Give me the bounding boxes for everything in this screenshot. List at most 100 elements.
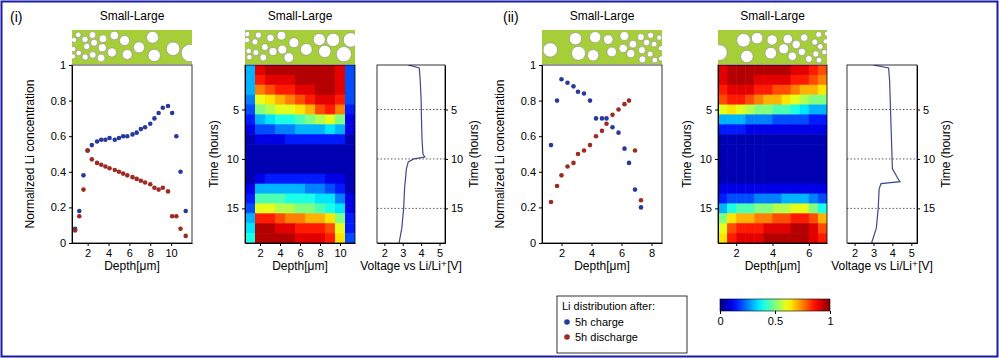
text: Voltage vs Li/Li⁺[V]: [831, 259, 933, 273]
particle: [89, 32, 96, 39]
cell: [763, 134, 773, 144]
tick-label: 5: [451, 104, 457, 116]
cell: [245, 114, 256, 124]
cell: [245, 164, 256, 174]
point: [559, 77, 564, 82]
cell: [791, 154, 801, 164]
tick: 0.8: [51, 95, 72, 107]
tick-label: 0.2: [521, 201, 536, 213]
cell: [818, 114, 827, 124]
tick-label: 5: [923, 104, 929, 116]
cell: [295, 95, 306, 105]
cell: [245, 85, 256, 95]
axis-line: [73, 243, 193, 244]
point: [576, 89, 581, 94]
cell: [782, 203, 792, 213]
cell: [791, 213, 801, 223]
tick-mark: [150, 243, 151, 246]
cell: [800, 105, 810, 115]
point: [139, 178, 144, 183]
cell: [773, 194, 783, 204]
cell: [265, 223, 276, 233]
cell: [245, 174, 256, 184]
cell: [809, 114, 819, 124]
cell: [305, 65, 316, 75]
cell: [791, 223, 801, 233]
cell: [285, 194, 296, 204]
point: [73, 228, 78, 233]
point: [152, 186, 157, 191]
cell: [285, 114, 296, 124]
tick-label: 4: [770, 247, 776, 259]
cell: [315, 85, 326, 95]
cell: [818, 164, 827, 174]
cell: [245, 124, 256, 134]
cell: [255, 174, 266, 184]
cell: [265, 95, 276, 105]
tick-mark: [69, 207, 72, 208]
cell: [275, 144, 286, 154]
tick: 0.2: [521, 201, 542, 213]
tick-mark: [539, 65, 542, 66]
cell: [245, 203, 256, 213]
cell: [325, 124, 336, 134]
tick-label: 2: [382, 247, 388, 259]
particle: [658, 46, 662, 51]
cell: [773, 203, 783, 213]
cell: [782, 95, 792, 105]
particle: [267, 34, 274, 41]
cell: [782, 233, 792, 243]
tick-mark: [917, 208, 920, 209]
particle: [336, 47, 351, 62]
cell: [809, 105, 819, 115]
tick-label: 10: [334, 247, 346, 259]
particle: [543, 43, 557, 57]
particle: [741, 50, 753, 62]
cell: [325, 154, 336, 164]
grid-line: [847, 158, 917, 159]
tick-label: 0: [60, 237, 66, 249]
particle: [824, 31, 827, 36]
tick: 4: [589, 243, 595, 259]
particle: [300, 44, 312, 56]
particle-sketch: [718, 30, 827, 64]
cell: [325, 233, 336, 243]
cell: [315, 124, 326, 134]
cell: [763, 85, 773, 95]
cell: [727, 223, 737, 233]
cell: [275, 233, 286, 243]
cell: [736, 203, 746, 213]
cell: [245, 65, 256, 75]
cell: [335, 75, 346, 85]
cell: [325, 134, 336, 144]
cell: [727, 233, 737, 243]
tick: 4: [419, 243, 425, 259]
cell: [295, 223, 306, 233]
cell: [800, 114, 810, 124]
cell: [791, 85, 801, 95]
tick: 1: [530, 59, 542, 71]
tick: 3: [400, 243, 406, 259]
cell: [265, 85, 276, 95]
cell: [305, 105, 316, 115]
particle: [783, 34, 792, 43]
tick-label: 10: [923, 153, 935, 165]
tick: 15: [227, 202, 245, 214]
cell: [745, 105, 755, 115]
cell: [315, 194, 326, 204]
tick-mark: [445, 159, 448, 160]
cell: [285, 65, 296, 75]
cell: [335, 203, 346, 213]
tick: 0.6: [521, 130, 542, 142]
particle-sketch: [542, 30, 662, 64]
plot-area: [549, 77, 644, 210]
cell: [265, 114, 276, 124]
cell: [285, 164, 296, 174]
x-axis: 2345: [378, 243, 446, 259]
particle: [607, 47, 617, 57]
particle: [620, 32, 629, 41]
panel-scatter: Small-Large(ii)246800.20.40.60.81Depth[μ…: [493, 9, 687, 353]
tick-mark: [911, 243, 912, 246]
cell: [345, 154, 355, 164]
particle: [751, 32, 762, 43]
